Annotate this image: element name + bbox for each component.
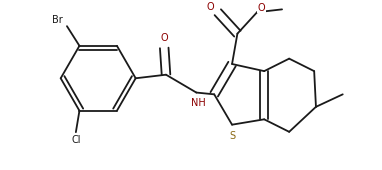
Text: Br: Br (52, 15, 62, 25)
Text: Cl: Cl (71, 135, 81, 145)
Text: O: O (258, 3, 265, 13)
Text: S: S (229, 131, 235, 141)
Text: O: O (206, 2, 214, 12)
Text: O: O (160, 33, 168, 43)
Text: NH: NH (191, 98, 206, 108)
